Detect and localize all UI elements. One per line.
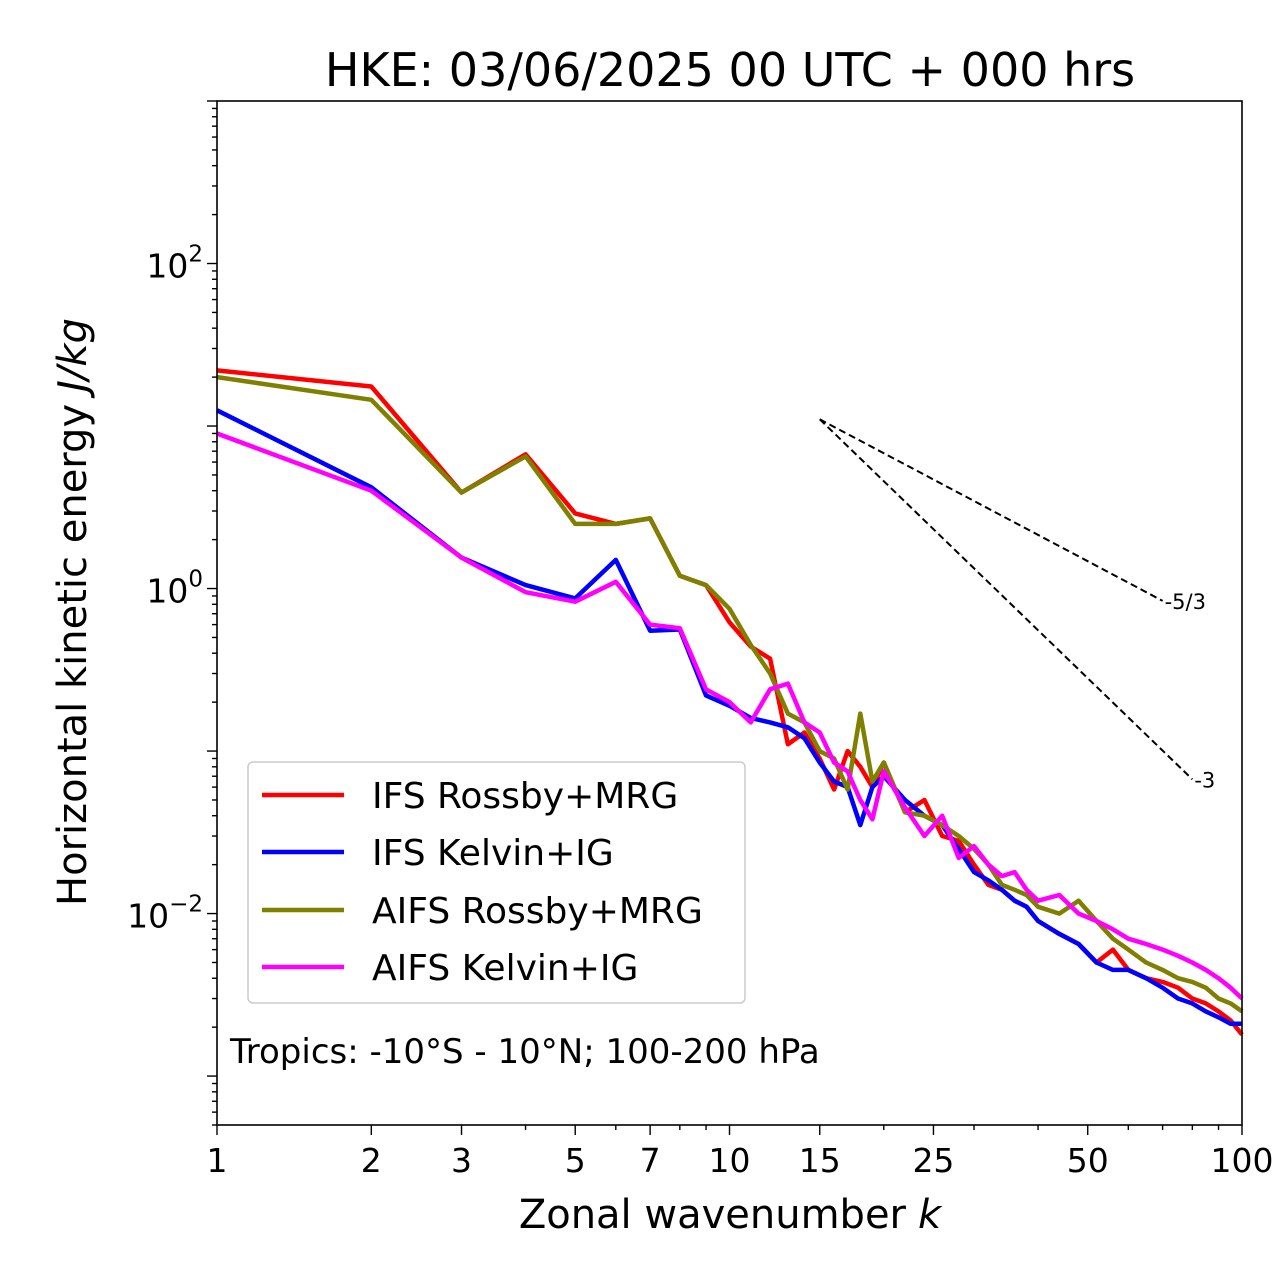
reference-label-1: -3 xyxy=(1194,768,1215,792)
x-axis-label: Zonal wavenumber k xyxy=(519,1192,943,1238)
y-axis-label-unit: J/kg xyxy=(50,318,96,399)
region-annotation: Tropics: -10°S - 10°N; 100-200 hPa xyxy=(229,1032,820,1072)
x-tick-label: 7 xyxy=(640,1141,661,1180)
y-axis-label-main: Horizontal kinetic energy xyxy=(50,404,96,906)
reference-slopes: -5/3 -3 xyxy=(819,418,1215,792)
x-axis-label-main: Zonal wavenumber xyxy=(519,1192,907,1238)
legend-label-ifs-rossby: IFS Rossby+MRG xyxy=(372,776,678,817)
x-tick-label: 50 xyxy=(1067,1141,1109,1180)
legend-label-aifs-kelvin: AIFS Kelvin+IG xyxy=(372,948,638,989)
x-tick-labels: 1 2 3 5 7 10 15 25 50 100 xyxy=(207,1141,1274,1180)
reference-line-0 xyxy=(819,418,1164,602)
plot-lines xyxy=(215,368,1244,1037)
reference-line-1 xyxy=(819,418,1194,781)
legend-label-aifs-rossby: AIFS Rossby+MRG xyxy=(372,891,703,932)
series-line-3 xyxy=(216,431,1244,1001)
axis-ticks xyxy=(207,100,1243,1135)
x-tick-label: 15 xyxy=(799,1141,841,1180)
y-tick-label: 100 xyxy=(146,567,203,611)
legend-box xyxy=(247,761,746,1004)
legend: IFS Rossby+MRG IFS Kelvin+IG AIFS Rossby… xyxy=(247,761,746,1004)
x-tick-label: 2 xyxy=(361,1141,382,1180)
series-line-2 xyxy=(216,374,1244,1014)
x-tick-label: 3 xyxy=(451,1141,472,1180)
x-tick-label: 25 xyxy=(912,1141,954,1180)
y-tick-label: 10−2 xyxy=(127,892,203,936)
legend-label-ifs-kelvin: IFS Kelvin+IG xyxy=(372,833,614,874)
y-axis-label: Horizontal kinetic energy J/kg xyxy=(50,318,96,906)
reference-label-0: -5/3 xyxy=(1165,590,1206,614)
x-axis-label-var: k xyxy=(918,1192,943,1238)
x-tick-label: 5 xyxy=(565,1141,586,1180)
y-tick-label: 102 xyxy=(146,242,203,286)
x-tick-label: 100 xyxy=(1211,1141,1274,1180)
x-tick-label: 1 xyxy=(207,1141,228,1180)
chart-title: HKE: 03/06/2025 00 UTC + 000 hrs xyxy=(325,43,1135,97)
x-tick-label: 10 xyxy=(709,1141,751,1180)
y-tick-labels: 102 100 10−2 xyxy=(127,242,203,936)
